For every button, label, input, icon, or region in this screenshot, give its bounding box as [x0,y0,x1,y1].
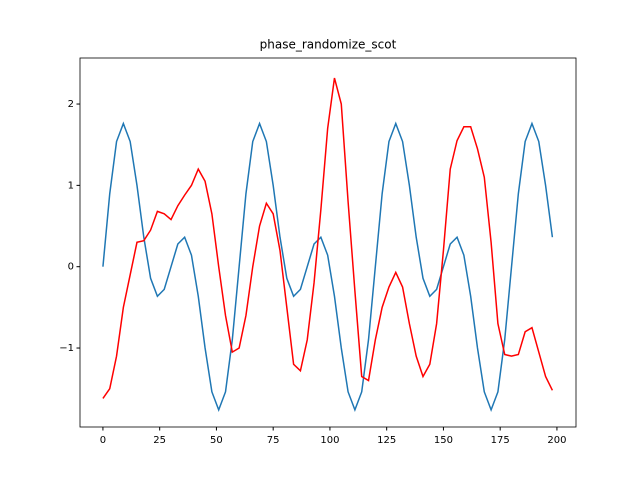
y-tick-label: 2 [68,99,74,110]
x-tick-label: 0 [100,435,106,446]
x-tick-label: 175 [491,435,510,446]
line-series [102,77,554,399]
x-tick-label: 100 [320,435,339,446]
y-tick-label: 0 [68,262,74,273]
line-series [102,121,554,412]
plot-frame [79,57,577,428]
x-tick-label: 125 [377,435,396,446]
x-tick-label: 150 [434,435,453,446]
y-tick-label: 1 [68,180,74,191]
x-tick-label: 75 [267,435,280,446]
x-tick-label: 25 [153,435,166,446]
x-tick-label: 200 [547,435,566,446]
y-tick-label: −1 [59,343,74,354]
chart-title: phase_randomize_scot [260,38,397,52]
x-tick-label: 50 [210,435,223,446]
